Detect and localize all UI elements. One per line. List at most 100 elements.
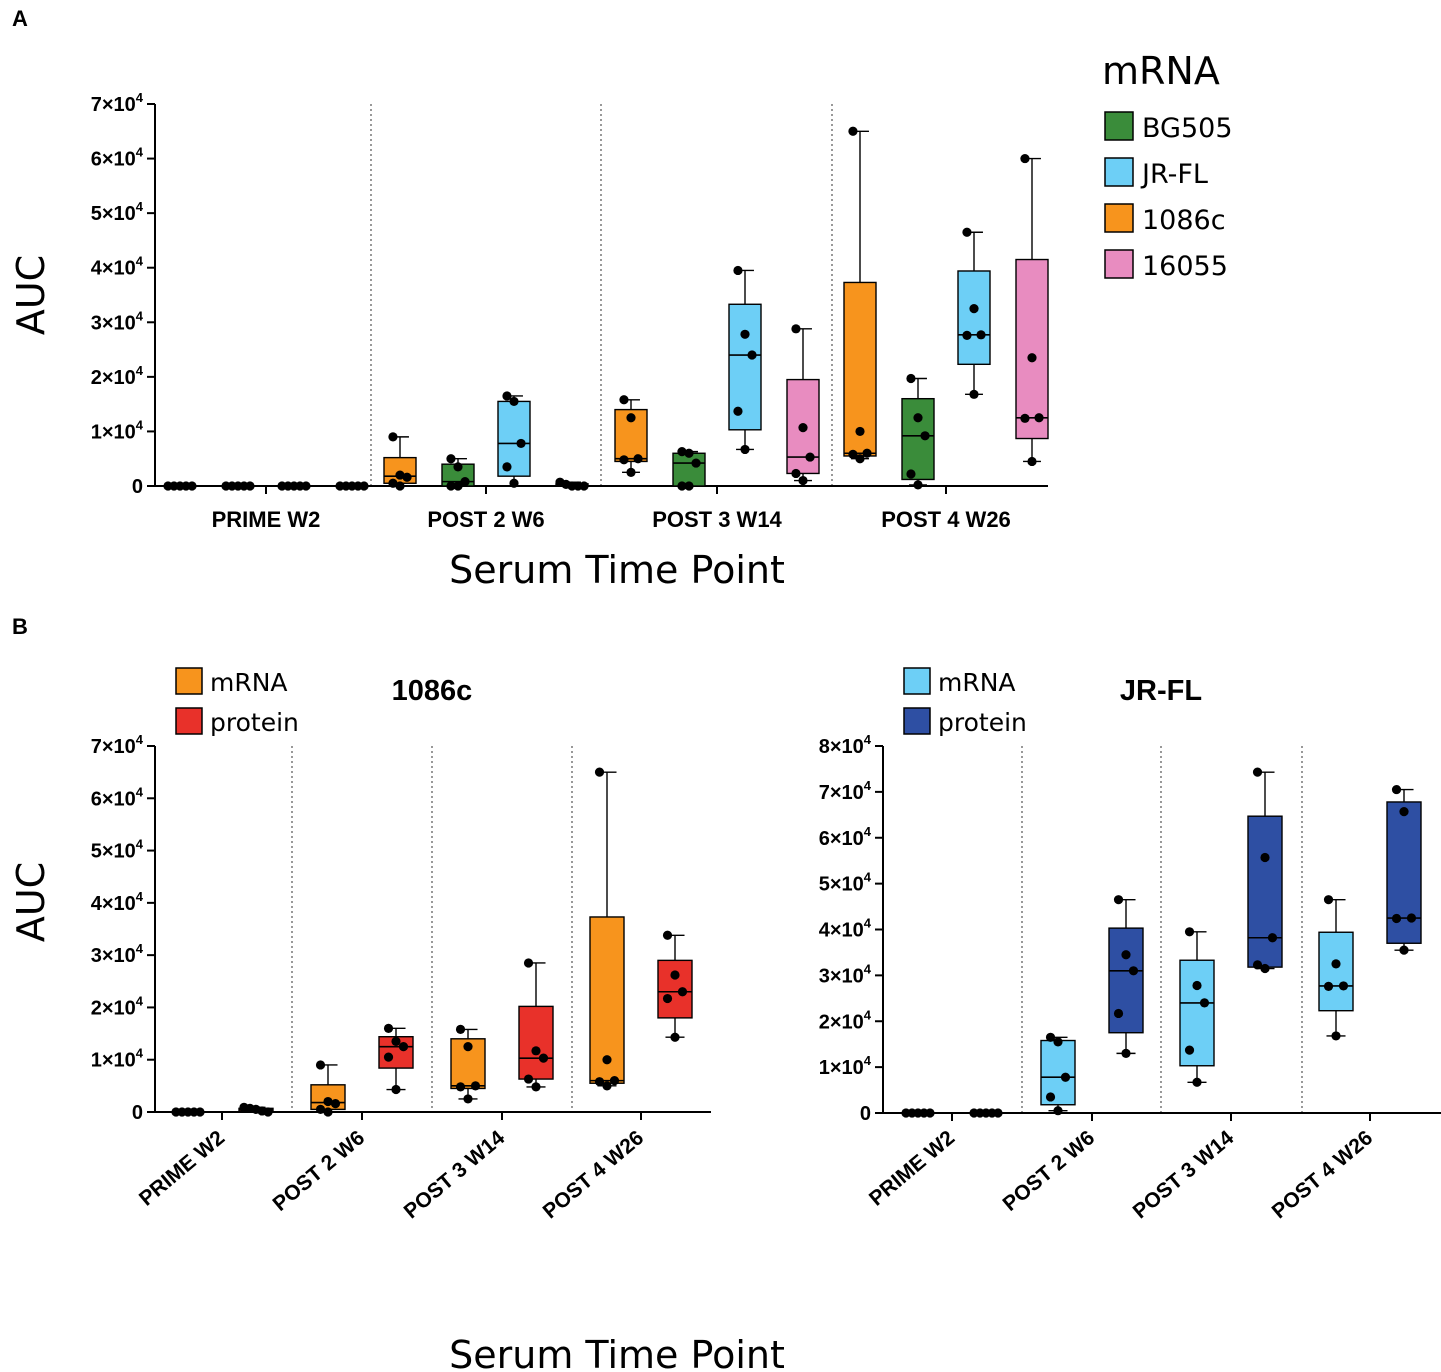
y-tick-mantissa: 3×10: [91, 312, 136, 334]
y-tick-label: 3×104: [91, 308, 144, 334]
box-body: [672, 452, 706, 487]
y-tick-label: 1×104: [91, 417, 144, 443]
data-point: [531, 1046, 541, 1056]
data-point: [388, 432, 398, 442]
data-point: [1128, 966, 1139, 976]
box-mrna: [1318, 895, 1354, 1041]
data-point: [301, 481, 311, 491]
legend-swatch: [1104, 203, 1134, 233]
y-tick-label: 7×104: [819, 778, 872, 804]
data-point: [805, 452, 815, 462]
data-point: [733, 406, 743, 416]
x-category-label: POST 4 W26: [881, 507, 1011, 532]
data-point: [1034, 413, 1044, 423]
data-point: [906, 469, 916, 479]
panel-b-1086c: B1086c01×1042×1043×1044×1045×1046×1047×1…: [9, 614, 785, 1372]
box-mrna: [171, 1107, 205, 1117]
data-point: [677, 447, 687, 457]
box-protein: [969, 1108, 1003, 1118]
data-point: [1391, 913, 1402, 924]
box-protein: [238, 1102, 274, 1117]
data-point: [359, 481, 369, 491]
data-point: [315, 1060, 326, 1070]
y-tick-mantissa: 1×10: [91, 1050, 136, 1072]
data-point: [1045, 1032, 1056, 1042]
y-tick-exponent: 4: [864, 870, 872, 885]
data-point: [619, 395, 629, 405]
data-point: [1121, 950, 1131, 960]
y-tick-mantissa: 4×10: [91, 893, 136, 915]
box-body: [1386, 801, 1422, 944]
y-tick-mantissa: 7×10: [91, 736, 136, 758]
y-tick-mantissa: 3×10: [91, 945, 136, 967]
y-tick-exponent: 4: [136, 1046, 144, 1061]
data-point: [791, 468, 801, 479]
box-1086c: [383, 432, 417, 491]
data-point: [195, 1107, 205, 1117]
data-point: [962, 330, 972, 340]
y-tick-exponent: 4: [136, 199, 144, 214]
y-tick-label: 0: [132, 1102, 143, 1124]
data-point: [1020, 153, 1030, 164]
box-mrna: [1179, 927, 1215, 1087]
x-category-label: PRIME W2: [212, 507, 321, 532]
data-point: [470, 1081, 481, 1091]
data-point: [455, 1024, 466, 1034]
data-point: [740, 444, 750, 455]
data-point: [855, 454, 865, 464]
data-point: [920, 431, 930, 441]
y-tick-label: 0: [132, 476, 143, 498]
data-point: [993, 1108, 1003, 1118]
data-point: [1260, 852, 1270, 863]
y-tick-label: 2×104: [91, 993, 144, 1019]
data-point: [323, 1096, 333, 1107]
data-point: [502, 391, 512, 401]
box-jr-fl: [277, 481, 311, 491]
data-point: [848, 449, 858, 459]
data-point: [677, 987, 688, 997]
data-point: [1331, 1031, 1341, 1041]
legend-label: 16055: [1142, 251, 1228, 282]
data-point: [187, 481, 197, 491]
data-point: [1192, 1077, 1202, 1087]
legend-swatch: [903, 667, 931, 695]
x-category-label: POST 2 W6: [269, 1126, 370, 1216]
box-protein: [1108, 895, 1144, 1058]
data-point: [509, 478, 519, 488]
legend-label: mRNA: [938, 668, 1016, 697]
data-point: [1267, 933, 1278, 943]
y-tick-mantissa: 1×10: [91, 421, 136, 443]
y-tick-mantissa: 5×10: [819, 874, 864, 896]
x-category-label: PRIME W2: [865, 1126, 959, 1210]
data-point: [460, 477, 470, 487]
legend-label: JR-FL: [1140, 159, 1208, 190]
y-tick-label: 6×104: [819, 824, 872, 850]
data-point: [670, 970, 680, 980]
data-point: [315, 1104, 326, 1114]
box-protein: [1386, 784, 1422, 955]
data-point: [662, 993, 673, 1004]
legend-swatch: [1104, 249, 1134, 279]
box-body: [901, 397, 935, 481]
data-point: [1027, 353, 1037, 363]
data-point: [455, 1082, 466, 1092]
data-point: [323, 1107, 333, 1117]
data-point: [509, 396, 519, 407]
y-tick-label: 6×104: [91, 145, 144, 171]
data-point: [391, 1036, 401, 1047]
y-tick-exponent: 4: [136, 254, 144, 269]
data-point: [1391, 784, 1402, 795]
y-tick-mantissa: 5×10: [91, 841, 136, 863]
y-tick-label: 4×104: [819, 916, 872, 942]
box-mrna: [1040, 1032, 1076, 1116]
box-body: [1040, 1039, 1076, 1106]
data-point: [626, 413, 636, 423]
y-tick-exponent: 4: [864, 1007, 872, 1022]
y-tick-mantissa: 6×10: [91, 788, 136, 810]
legend: mRNA protein: [175, 667, 299, 737]
legend-label: 1086c: [1142, 205, 1226, 236]
data-point: [633, 454, 643, 464]
x-category-label: POST 3 W14: [400, 1126, 510, 1223]
data-point: [684, 481, 694, 491]
data-point: [1184, 1045, 1195, 1055]
